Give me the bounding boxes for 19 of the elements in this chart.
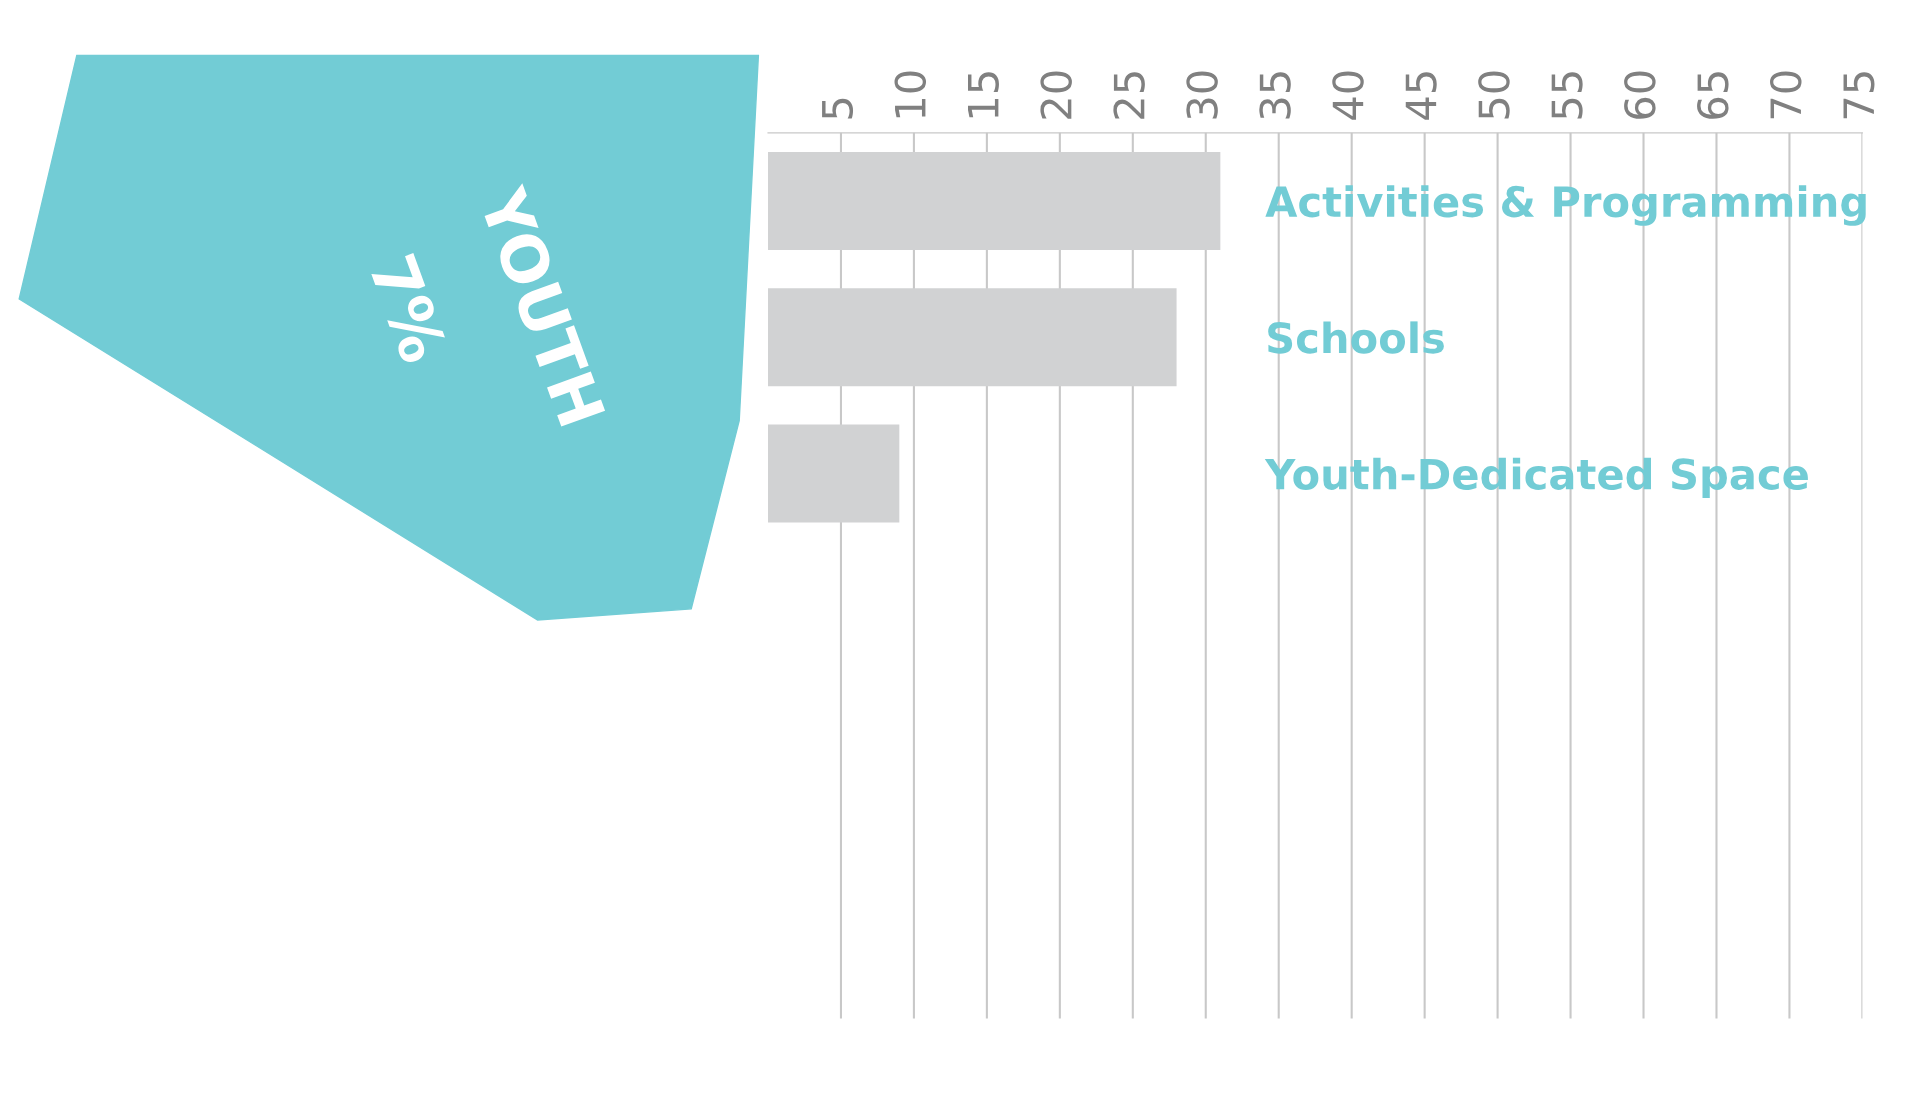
text: 7%: [368, 252, 450, 366]
x-tick-label: 25: [1113, 72, 1145, 119]
x-tick-label: 45: [1405, 72, 1437, 120]
x-tick-label: 15: [968, 72, 999, 118]
y-tick-label: Activities & Programming: [1265, 185, 1866, 226]
x-tick-label: 55: [1551, 72, 1583, 119]
x-tick-label: 35: [1259, 72, 1291, 119]
x-tick-label: 40: [1332, 71, 1364, 120]
y-tick-label: Youth-Dedicated Space: [1264, 457, 1808, 498]
x-tick-label: 30: [1186, 71, 1218, 119]
x-tick-label: 70: [1770, 71, 1802, 119]
x-tick-label: 75: [1843, 72, 1875, 119]
x-tick-label: 5: [822, 98, 854, 119]
x-tick-label: 10: [894, 71, 927, 118]
x-tick-label: 50: [1478, 71, 1510, 119]
x-tick-label: 65: [1697, 72, 1729, 119]
y-tick-label: Schools: [1268, 321, 1444, 354]
x-tick-label: 20: [1040, 71, 1072, 119]
x-tick-label: 60: [1624, 71, 1656, 119]
